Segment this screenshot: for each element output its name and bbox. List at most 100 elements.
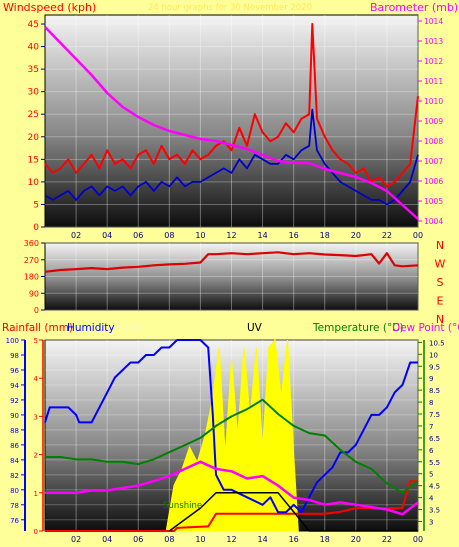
temp-tick-label: 10.5 [429, 339, 445, 347]
wind-tick-label: 35 [28, 65, 39, 75]
wind-average-line [44, 108, 419, 206]
solar-area [165, 338, 299, 532]
time-tick-label: 18 [320, 535, 330, 543]
rain-tick-label: 3 [34, 413, 38, 421]
temp-tick-label: 9.5 [429, 363, 440, 371]
uv-line [168, 492, 418, 532]
temp-tick-label: 5 [429, 471, 433, 479]
time-tick-label: 00 [413, 231, 423, 240]
dewpoint-axis-title: Dew Point (°C) [392, 322, 459, 334]
temperature-axis-title: Temperature (°C) [312, 322, 404, 334]
barometer-tick-label: 1008 [424, 137, 443, 146]
barometer-tick-label: 1014 [424, 17, 443, 26]
wind-tick-label: 40 [28, 43, 40, 53]
wind-gust-line [44, 23, 419, 188]
solar-legend-label: Solar [118, 322, 145, 334]
barometer-tick-label: 1007 [424, 157, 443, 166]
time-tick-label: 22 [382, 231, 392, 240]
temp-tick-label: 3.5 [429, 507, 440, 515]
humidity-tick-label: 86 [10, 442, 19, 450]
humidity-tick-label: 78 [10, 502, 19, 510]
humidity-tick-label: 82 [10, 472, 19, 480]
barometer-tick-label: 1005 [424, 197, 443, 206]
wind-tick-label: 25 [28, 110, 39, 120]
time-tick-label: 16 [289, 231, 299, 240]
rain-tick-label: 1 [34, 490, 38, 498]
direction-letter: S [437, 276, 444, 289]
temp-tick-label: 8 [429, 399, 433, 407]
humidity-axis-title: Humidity [67, 322, 115, 334]
temp-tick-label: 4.5 [429, 483, 440, 491]
barometer-tick-label: 1013 [424, 37, 443, 46]
humidity-tick-label: 98 [10, 352, 19, 360]
rainfall-axis-title: Rainfall (mm) [2, 322, 73, 334]
humidity-tick-label: 84 [10, 457, 19, 465]
time-tick-label: 20 [351, 535, 361, 543]
temp-tick-label: 8.5 [429, 387, 440, 395]
rain-tick-label: 5 [34, 337, 38, 345]
humidity-tick-label: 80 [10, 487, 19, 495]
humidity-tick-label: 88 [10, 427, 19, 435]
uv-legend-label: UV [247, 322, 263, 334]
wind-tick-label: 10 [28, 178, 40, 188]
chart-caption: 24 hour graphs for 30 November 2020 [148, 3, 312, 13]
time-tick-label: 12 [226, 231, 236, 240]
time-tick-label: 08 [164, 535, 174, 543]
time-tick-label: 18 [320, 231, 330, 240]
time-tick-label: 10 [195, 535, 205, 543]
direction-tick-label: 360 [24, 239, 39, 248]
humidity-tick-label: 76 [10, 517, 19, 525]
wind-tick-label: 0 [33, 223, 39, 233]
time-tick-label: 10 [195, 231, 205, 240]
barometer-tick-label: 1011 [424, 77, 443, 86]
time-tick-label: 14 [257, 535, 267, 543]
time-tick-label: 02 [71, 535, 81, 543]
barometer-tick-label: 1012 [424, 57, 443, 66]
time-tick-label: 20 [351, 231, 361, 240]
temp-tick-label: 3 [429, 518, 433, 526]
temp-tick-label: 7.5 [429, 411, 440, 419]
wind-tick-label: 45 [28, 20, 39, 30]
barometer-tick-label: 1004 [424, 217, 443, 226]
windspeed-axis-title: Windspeed (kph) [3, 1, 96, 14]
time-tick-label: 04 [102, 231, 112, 240]
rain-tick-label: 2 [34, 452, 38, 460]
direction-letter: W [435, 258, 446, 271]
humidity-tick-label: 90 [10, 412, 19, 420]
humidity-tick-label: 96 [10, 367, 19, 375]
barometer-tick-label: 1009 [424, 117, 443, 126]
time-tick-label: 22 [382, 535, 392, 543]
sunshine-label: Sunshine [163, 501, 202, 511]
time-tick-label: 16 [289, 535, 299, 543]
temp-tick-label: 6.5 [429, 435, 440, 443]
time-tick-label: 06 [133, 535, 143, 543]
wind-direction-line [44, 251, 419, 273]
rain-tick-label: 0 [34, 528, 38, 536]
time-tick-label: 06 [133, 231, 143, 240]
humidity-line [44, 339, 418, 514]
time-tick-label: 12 [226, 535, 236, 543]
barometer-line [44, 26, 419, 220]
barometer-tick-label: 1010 [424, 97, 443, 106]
temp-tick-label: 9 [429, 375, 433, 383]
humidity-tick-label: 100 [6, 337, 19, 345]
time-tick-label: 08 [164, 231, 174, 240]
time-tick-label: 00 [413, 535, 423, 543]
direction-tick-label: 90 [29, 289, 39, 298]
direction-tick-label: 0 [34, 306, 39, 315]
rain-tick-label: 4 [34, 375, 39, 383]
time-tick-label: 02 [71, 231, 81, 240]
time-tick-label: 04 [102, 535, 112, 543]
direction-tick-label: 180 [24, 273, 39, 282]
temp-tick-label: 7 [429, 423, 433, 431]
wind-tick-label: 30 [28, 88, 40, 98]
direction-letter: N [436, 313, 444, 326]
humidity-tick-label: 92 [10, 397, 19, 405]
temp-tick-label: 10 [429, 351, 438, 359]
rainfall-line [45, 480, 418, 532]
temperature-line [45, 398, 419, 494]
barometer-tick-label: 1006 [424, 177, 443, 186]
barometer-axis-title: Barometer (mb) [370, 1, 458, 14]
